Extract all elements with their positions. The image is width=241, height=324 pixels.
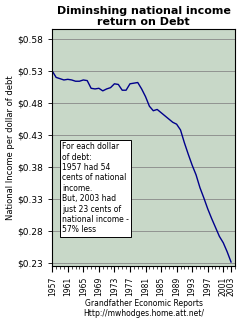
Text: For each dollar
of debt:
1957 had 54
cents of national
income.
But, 2003 had
jus: For each dollar of debt: 1957 had 54 cen… (62, 142, 129, 235)
X-axis label: Grandfather Economic Reports
Http://mwhodges.home.att.net/: Grandfather Economic Reports Http://mwho… (83, 299, 204, 318)
Y-axis label: National Income per dollar of debt: National Income per dollar of debt (6, 75, 14, 220)
Title: Diminshing national income
return on Debt: Diminshing national income return on Deb… (57, 6, 230, 27)
